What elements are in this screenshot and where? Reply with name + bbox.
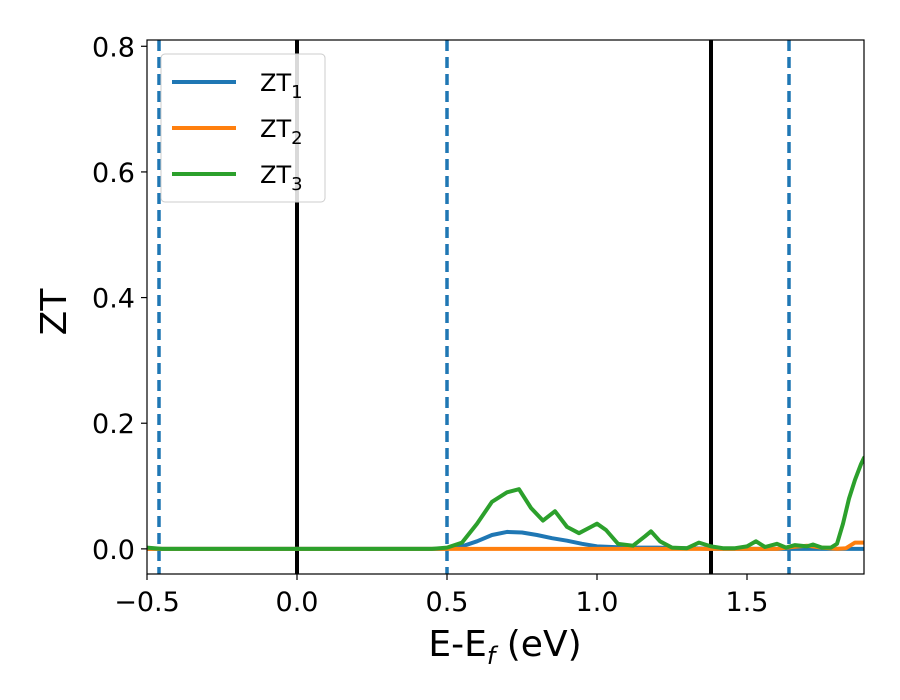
x-axis: −0.5 0.0 0.5 1.0 1.5 [114,574,768,618]
x-tick-label: 1.0 [576,587,619,618]
x-tick-label: −0.5 [114,587,180,618]
y-tick-label: 0.6 [92,158,135,189]
legend-label-zt3: ZT3 [260,161,303,195]
plot-frame [146,39,865,575]
y-tick-label: 0.4 [92,284,135,315]
legend-box [160,53,326,203]
legend-label-zt1: ZT1 [260,69,303,103]
x-tick-label: 0.0 [276,587,319,618]
x-tick-label: 1.5 [726,587,769,618]
x-tick-label: 0.5 [426,587,469,618]
x-axis-label: E-Ef (eV) [428,624,581,670]
series-group [147,455,864,551]
y-axis-label: ZT [34,288,75,336]
series-line-zt3 [147,455,864,551]
y-tick-label: 0.0 [92,535,135,566]
y-axis: 0.0 0.2 0.4 0.6 0.8 [92,32,147,566]
legend-label-zt2: ZT2 [260,115,303,149]
y-tick-label: 0.8 [92,32,135,63]
y-tick-label: 0.2 [92,409,135,440]
legend: ZT1 ZT2 ZT3 [160,53,326,203]
